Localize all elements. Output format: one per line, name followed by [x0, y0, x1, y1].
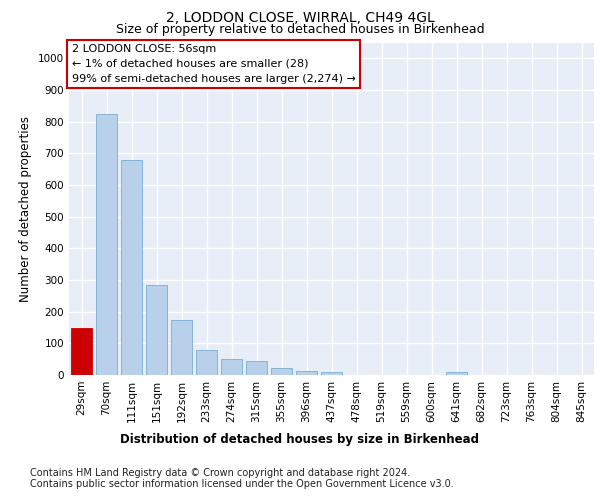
Bar [246, 362, 267, 375]
Bar [271, 368, 292, 375]
Bar [321, 372, 342, 375]
Text: Contains HM Land Registry data © Crown copyright and database right 2024.: Contains HM Land Registry data © Crown c… [30, 468, 410, 477]
Bar [446, 372, 467, 375]
Bar [221, 358, 242, 375]
Text: Distribution of detached houses by size in Birkenhead: Distribution of detached houses by size … [121, 432, 479, 446]
Bar [196, 350, 217, 375]
Text: Contains public sector information licensed under the Open Government Licence v3: Contains public sector information licen… [30, 479, 454, 489]
Bar [296, 371, 317, 375]
Bar [96, 114, 117, 375]
Bar [121, 160, 142, 375]
Text: Size of property relative to detached houses in Birkenhead: Size of property relative to detached ho… [116, 22, 484, 36]
Bar [71, 328, 92, 375]
Text: 2, LODDON CLOSE, WIRRAL, CH49 4GL: 2, LODDON CLOSE, WIRRAL, CH49 4GL [166, 11, 434, 25]
Y-axis label: Number of detached properties: Number of detached properties [19, 116, 32, 302]
Text: 2 LODDON CLOSE: 56sqm
← 1% of detached houses are smaller (28)
99% of semi-detac: 2 LODDON CLOSE: 56sqm ← 1% of detached h… [71, 44, 355, 84]
Bar [146, 285, 167, 375]
Bar [171, 320, 192, 375]
